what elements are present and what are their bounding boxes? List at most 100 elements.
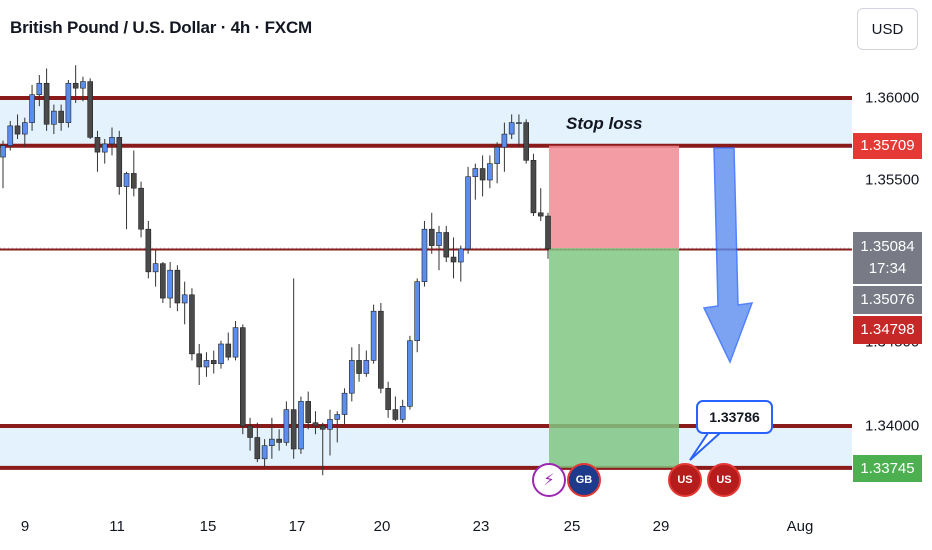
candle-body xyxy=(101,143,108,153)
target-zone xyxy=(549,248,679,468)
x-tick-label: 20 xyxy=(373,518,391,535)
target-price-tag: 1.33745 xyxy=(853,455,922,482)
y-tick-label: 1.34000 xyxy=(865,417,920,435)
candle-body xyxy=(80,81,86,89)
candle-body xyxy=(319,425,326,430)
candle-body xyxy=(240,327,246,427)
candle-body xyxy=(21,122,28,135)
support-resistance-zone xyxy=(0,98,852,146)
candle-body xyxy=(472,168,479,178)
candle-body xyxy=(131,173,137,189)
candle-body xyxy=(516,122,522,124)
candle-body xyxy=(530,160,537,214)
candle-body xyxy=(341,392,348,415)
candle-body xyxy=(167,269,173,299)
current-price-tag: 1.35084 17:34 xyxy=(853,232,922,284)
candle-body xyxy=(501,133,508,148)
x-tick-label: 15 xyxy=(199,518,217,535)
candle-body xyxy=(7,125,14,146)
candle-body xyxy=(421,228,428,282)
candle-body xyxy=(443,232,450,258)
x-tick-label: 9 xyxy=(20,518,30,535)
candle-body xyxy=(174,269,181,304)
candle-body xyxy=(537,212,544,217)
candle-body xyxy=(210,360,217,364)
lightning-event-icon[interactable]: ⚡ xyxy=(532,463,566,497)
us-flag-event-icon[interactable]: US xyxy=(668,463,702,497)
candle-body xyxy=(290,409,297,450)
x-tick-label: 23 xyxy=(472,518,490,535)
candle-body xyxy=(276,438,282,443)
x-tick-label: 11 xyxy=(109,518,125,535)
candle-body xyxy=(189,294,195,355)
candle-body xyxy=(508,122,515,135)
candle-body xyxy=(232,327,239,358)
candle-body xyxy=(487,163,493,181)
candle-body xyxy=(58,110,64,123)
candle-body xyxy=(36,82,43,96)
candle-body xyxy=(363,360,370,374)
candle-body xyxy=(356,360,362,374)
candle-body xyxy=(479,168,486,181)
chart-title: British Pound / U.S. Dollar · 4h · FXCM xyxy=(10,18,312,37)
x-tick-label: 25 xyxy=(563,518,581,535)
candle-body xyxy=(385,387,391,410)
candle-body xyxy=(203,360,210,368)
us-flag-event-icon[interactable]: US xyxy=(707,463,741,497)
candle-body xyxy=(65,82,72,123)
candle-body xyxy=(523,122,530,161)
candle-body xyxy=(51,110,57,125)
candle-body xyxy=(545,215,551,250)
y-tick-label: 1.36000 xyxy=(865,89,920,107)
candles xyxy=(0,65,723,476)
candle-body xyxy=(152,263,159,273)
down-arrow-shape xyxy=(702,147,754,364)
candle-body xyxy=(334,414,341,420)
target-callout[interactable]: 1.33786 xyxy=(696,400,773,434)
candle-body xyxy=(392,409,399,420)
candle-body xyxy=(14,125,21,135)
candle-body xyxy=(457,248,464,263)
candle-body xyxy=(312,422,319,427)
candle-body xyxy=(116,137,123,187)
candle-body xyxy=(218,343,224,364)
down-arrow-drawing xyxy=(702,147,754,364)
candle-body xyxy=(254,437,261,460)
x-tick-label: 17 xyxy=(288,518,306,535)
candle-body xyxy=(196,353,202,368)
candle-body xyxy=(298,401,304,450)
candle-body xyxy=(450,256,457,263)
candle-body xyxy=(109,137,115,145)
x-tick-label: 29 xyxy=(652,518,670,535)
candle-body xyxy=(407,340,413,407)
candle-body xyxy=(123,173,130,187)
candle-body xyxy=(494,146,500,164)
candle-body xyxy=(269,438,275,446)
x-tick-label: Aug xyxy=(786,518,814,535)
bar-countdown: 17:34 xyxy=(868,260,907,277)
candle-body xyxy=(94,137,101,153)
stop-zone xyxy=(549,145,679,249)
candle-body xyxy=(283,409,290,443)
gb-flag-event-icon[interactable]: GB xyxy=(567,463,601,497)
candle-body xyxy=(261,445,268,460)
stop-loss-label: Stop loss xyxy=(566,114,643,133)
current-price-value: 1.35084 xyxy=(860,238,915,255)
candle-body xyxy=(138,187,144,230)
currency-button[interactable]: USD xyxy=(857,8,918,50)
candle-body xyxy=(145,228,152,273)
candle-body xyxy=(29,94,35,123)
candle-body xyxy=(160,263,166,299)
candle-body xyxy=(181,294,188,304)
stop-price-tag: 1.35709 xyxy=(853,133,922,159)
candle-body xyxy=(327,419,333,430)
candle-body xyxy=(436,232,442,246)
candle-body xyxy=(378,310,384,389)
candle-body xyxy=(370,310,377,361)
candle-body xyxy=(428,228,435,246)
candle-body xyxy=(399,406,406,420)
candle-body xyxy=(414,281,421,342)
bid-price-tag: 1.34798 xyxy=(853,316,922,344)
candle-body xyxy=(0,145,6,158)
